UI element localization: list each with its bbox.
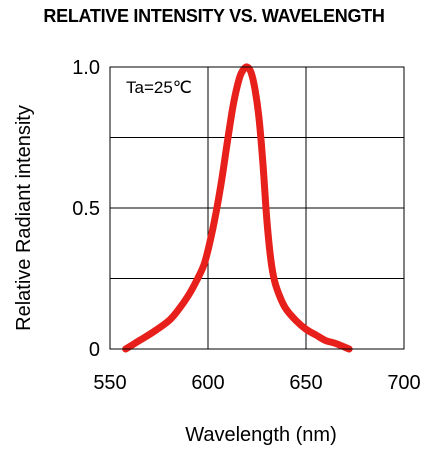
data-point (273, 279, 277, 283)
x-tick-label: 650 (289, 372, 322, 394)
data-point (186, 293, 190, 297)
grid (110, 67, 404, 349)
data-point (237, 76, 241, 80)
data-point (265, 217, 269, 221)
data-point (269, 257, 273, 261)
y-tick-label: 0 (89, 339, 100, 361)
y-tick-label: 1.0 (72, 57, 100, 79)
data-point (208, 240, 212, 244)
data-point (261, 161, 265, 165)
x-tick-label: 600 (191, 372, 224, 394)
data-point (214, 212, 218, 216)
data-point (194, 279, 198, 283)
data-point (151, 330, 155, 334)
x-tick-label: 700 (387, 372, 420, 394)
chart-title: RELATIVE INTENSITY VS. WAVELENGTH (43, 6, 385, 26)
data-point (167, 319, 171, 323)
data-point (249, 71, 253, 75)
data-point (294, 319, 298, 323)
data-point (279, 296, 283, 300)
data-point (304, 327, 308, 331)
data-point (220, 178, 224, 182)
data-point (226, 138, 230, 142)
data-point (333, 341, 337, 345)
data-point (284, 308, 288, 312)
data-point (314, 333, 318, 337)
x-tick-label: 550 (93, 372, 126, 394)
x-axis-label: Wavelength (nm) (185, 424, 337, 446)
y-tick-label: 0.5 (72, 198, 100, 220)
data-point (241, 68, 245, 72)
data-point (177, 308, 181, 312)
data-point (257, 116, 261, 120)
data-point (324, 339, 328, 343)
y-tick-labels: 0 0.5 1.0 (72, 57, 100, 361)
temperature-annotation: Ta=25℃ (126, 78, 192, 97)
data-point (231, 102, 235, 106)
data-point (137, 339, 141, 343)
y-axis-label: Relative Radiant intensity (13, 105, 35, 331)
plot-frame (109, 66, 405, 350)
x-tick-labels: 550 600 650 700 (93, 372, 420, 394)
data-point (202, 262, 206, 266)
data-point (253, 88, 257, 92)
